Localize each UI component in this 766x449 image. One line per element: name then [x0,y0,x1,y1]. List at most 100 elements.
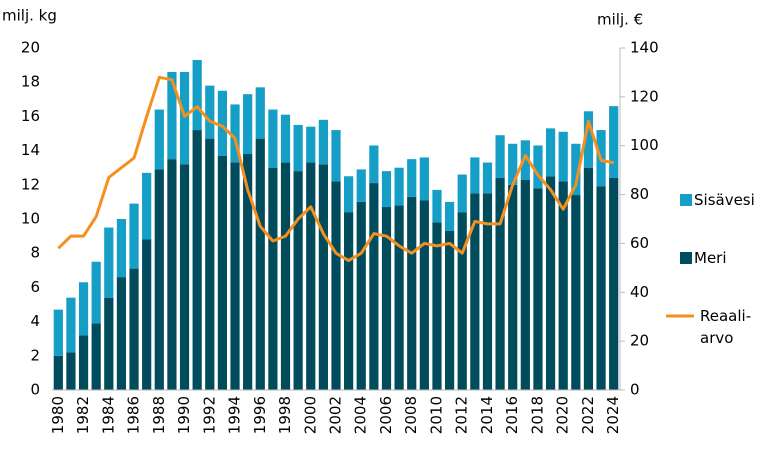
bar-segment [394,205,404,390]
bar-segment [318,119,328,165]
y-tick-label: 0 [30,381,40,399]
legend-label: Reaali- arvo [700,307,752,347]
y-tick-label: 2 [30,346,40,364]
bar-segment [508,143,518,185]
x-tick-label: 2008 [402,396,420,434]
bar-segment [457,212,467,390]
y-tick-label: 14 [21,141,40,159]
x-tick-label: 2024 [604,396,622,434]
legend-swatch [680,252,692,264]
bar-segment [533,188,543,390]
bar-segment [356,169,366,202]
x-tick-label: 1990 [175,396,193,434]
bar-segment [344,176,354,213]
bar-segment [280,114,291,163]
x-tick-label: 2020 [554,396,572,434]
bar-segment [129,203,139,269]
bar-segment [495,177,505,390]
legend-label: Meri [694,249,727,267]
bar-segment [545,176,556,390]
bar-segment [179,71,190,165]
bar-segment [545,128,556,177]
y2-tick-label: 140 [630,39,659,57]
bar-segment [520,179,530,390]
x-tick-label: 2004 [352,396,370,434]
bar-segment [268,167,278,390]
y2-tick-label: 120 [630,87,659,105]
bar-segment [293,124,303,172]
bar-segment [205,85,215,139]
bar-segment [179,164,190,390]
bar-segment [407,159,417,197]
bar-segment [381,207,392,390]
bar-segment [381,171,392,208]
x-tick-label: 1980 [49,396,67,434]
bar-segment [230,104,240,163]
x-tick-label: 2012 [453,396,471,434]
x-tick-label: 1998 [276,396,294,434]
bar-segment [104,227,114,298]
bar-segment [243,94,253,155]
bar-segment [306,162,316,390]
x-tick-label: 1988 [150,396,168,434]
bar-segment [331,181,341,390]
bar-segment [419,157,429,201]
y2-axis-label: milj. € [597,11,643,29]
bar-segment [369,145,379,184]
bar-segment [583,167,594,390]
bar-segment [66,297,76,353]
line-series [57,75,614,263]
x-tick-label: 2006 [377,396,395,434]
x-tick-label: 1994 [226,396,244,434]
bar-segment [318,164,328,390]
x-tick-label: 1986 [125,396,143,434]
y-axis-label: milj. kg [2,7,57,25]
bar-segment [255,138,265,390]
y2-tick-label: 0 [630,381,640,399]
bar-segment [192,130,202,390]
bar-segment [609,177,619,390]
legend-label: Sisävesi [694,191,755,209]
y-tick-label: 16 [21,107,40,125]
bar-segment [344,212,354,390]
x-tick-label: 2022 [579,396,597,434]
y-tick-label: 20 [21,39,40,57]
bar-segment [104,297,114,390]
bar-segment [205,138,215,390]
bar-segment [142,239,152,390]
bar-segment [129,268,139,390]
bar-segment [192,59,202,131]
bar-segment [609,106,619,178]
bar-segment [116,219,127,278]
y2-tick-label: 60 [630,234,649,252]
y-tick-label: 12 [21,175,40,193]
bar-segment [419,200,429,390]
y2-tick-label: 40 [630,283,649,301]
bar-segment [142,172,152,240]
bar-segment [53,309,63,356]
bar-segment [533,145,543,189]
bar-segment [432,189,442,223]
bar-segment [583,111,594,168]
bar-segment [432,222,442,390]
bar-segment [508,184,518,390]
y2-tick-label: 80 [630,185,649,203]
x-tick-label: 1996 [251,396,269,434]
bar-segment [280,162,291,390]
bar-segment [306,126,316,163]
bar-segment [167,159,177,390]
bar-segment [457,174,467,213]
bar-segment [167,71,177,160]
bar-segment [154,169,164,390]
bar-segment [356,201,366,390]
x-tick-label: 2016 [503,396,521,434]
bar-segment [293,171,303,390]
x-tick-label: 2000 [301,396,319,434]
y2-tick-label: 100 [630,136,659,154]
y-tick-label: 10 [21,210,40,228]
bar-segment [470,193,480,390]
bar-segment [331,130,341,182]
bar-segment [91,261,101,324]
